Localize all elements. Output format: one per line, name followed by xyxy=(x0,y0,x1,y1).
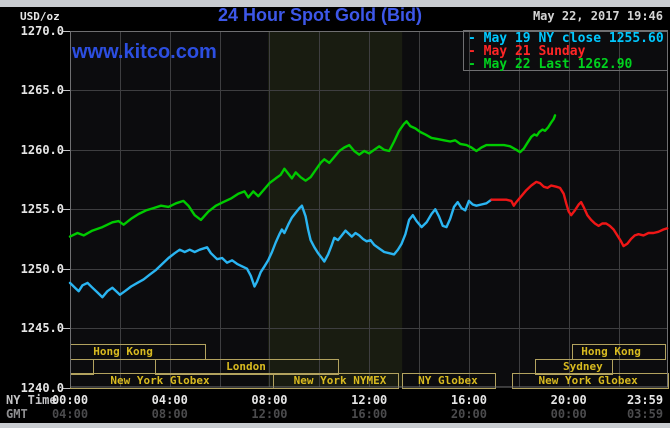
x-tick-label-nytime: 04:00 xyxy=(151,393,188,407)
session-label: New York Globex xyxy=(110,374,210,387)
x-tick-label-nytime: 20:00 xyxy=(550,393,587,407)
x-tick-label-nytime: 08:00 xyxy=(251,393,288,407)
session-box xyxy=(512,373,669,389)
session-box xyxy=(572,344,666,360)
y-tick-label: 1260.0 xyxy=(20,142,64,157)
x-tick-label-gmt: 08:00 xyxy=(151,407,188,421)
y-tick-label: 1265.0 xyxy=(20,83,64,98)
x-tick-label-gmt: 03:59 xyxy=(626,407,664,421)
kitco-watermark-link[interactable]: www.kitco.com xyxy=(72,41,217,63)
x-tick-label-nytime: 12:00 xyxy=(351,393,388,407)
chart-timestamp: May 22, 2017 19:46 xyxy=(532,9,663,23)
x-tick-label-nytime: 16:00 xyxy=(450,393,487,407)
session-box xyxy=(535,359,613,375)
x-tick-label-gmt: 16:00 xyxy=(351,407,388,421)
session-label: New York Globex xyxy=(538,374,638,387)
x-tick-label-gmt: 20:00 xyxy=(450,407,487,421)
session-label: New York NYMEX xyxy=(293,374,387,387)
x-axis-row-label-nytime: NY Time xyxy=(6,393,57,407)
y-tick-label: 1240.0 xyxy=(20,380,64,395)
gridlines xyxy=(70,31,668,388)
y-axis-ticks xyxy=(63,31,70,389)
x-tick-label-gmt: 12:00 xyxy=(251,407,288,421)
page-edge-strip-top xyxy=(0,0,670,7)
session-label: Hong Kong xyxy=(581,345,641,358)
y-tick-label: 1250.0 xyxy=(20,261,64,276)
legend: - May 19 NY close 1255.60- May 21 Sunday… xyxy=(463,30,668,71)
y-tick-label: 1255.0 xyxy=(20,202,64,217)
legend-item: - May 21 Sunday xyxy=(468,44,586,59)
session-label: Sydney xyxy=(563,359,603,373)
price-line-series-2 xyxy=(68,114,557,238)
x-tick-label-nytime: 23:59 xyxy=(626,393,664,407)
session-box xyxy=(273,373,399,389)
legend-item: - May 19 NY close 1255.60 xyxy=(468,31,664,46)
y-axis-unit-label: USD/oz xyxy=(20,10,60,23)
price-line-series-1 xyxy=(490,180,669,248)
chart-title: 24 Hour Spot Gold (Bid) xyxy=(218,5,422,25)
plot-frame xyxy=(70,31,668,388)
session-box xyxy=(155,359,339,375)
x-tick-label-nytime: 00:00 xyxy=(51,393,89,407)
x-axis-row-label-gmt: GMT xyxy=(6,407,28,421)
price-line-series-0 xyxy=(68,198,493,299)
x-tick-label-gmt: 04:00 xyxy=(51,407,89,421)
page-edge-strip-bottom xyxy=(0,423,670,428)
legend-item: - May 22 Last 1262.90 xyxy=(468,57,633,72)
session-box xyxy=(402,373,496,389)
y-tick-label: 1245.0 xyxy=(20,321,64,336)
x-tick-label-gmt: 00:00 xyxy=(550,407,587,421)
y-tick-label: 1270.0 xyxy=(20,24,64,38)
session-label: Hong Kong xyxy=(93,345,153,358)
session-label: NY Globex xyxy=(418,374,478,387)
session-label: London xyxy=(226,359,266,373)
